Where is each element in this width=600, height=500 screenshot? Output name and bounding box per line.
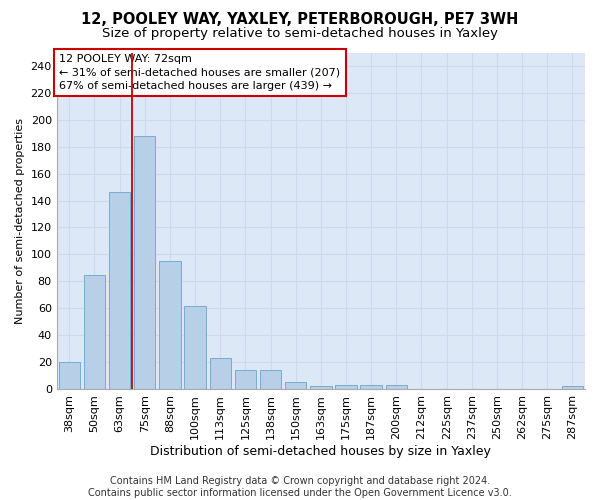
Text: Size of property relative to semi-detached houses in Yaxley: Size of property relative to semi-detach… — [102, 28, 498, 40]
Y-axis label: Number of semi-detached properties: Number of semi-detached properties — [15, 118, 25, 324]
Bar — [335, 385, 356, 389]
Bar — [59, 362, 80, 389]
Text: 12, POOLEY WAY, YAXLEY, PETERBOROUGH, PE7 3WH: 12, POOLEY WAY, YAXLEY, PETERBOROUGH, PE… — [82, 12, 518, 28]
Text: 12 POOLEY WAY: 72sqm
← 31% of semi-detached houses are smaller (207)
67% of semi: 12 POOLEY WAY: 72sqm ← 31% of semi-detac… — [59, 54, 340, 90]
Bar — [386, 385, 407, 389]
Bar — [109, 192, 130, 389]
Bar — [209, 358, 231, 389]
Bar — [84, 274, 105, 389]
Bar — [361, 385, 382, 389]
Bar — [134, 136, 155, 389]
Bar — [285, 382, 307, 389]
Text: Contains HM Land Registry data © Crown copyright and database right 2024.
Contai: Contains HM Land Registry data © Crown c… — [88, 476, 512, 498]
Bar — [310, 386, 332, 389]
X-axis label: Distribution of semi-detached houses by size in Yaxley: Distribution of semi-detached houses by … — [151, 444, 491, 458]
Bar — [159, 261, 181, 389]
Bar — [260, 370, 281, 389]
Bar — [562, 386, 583, 389]
Bar — [235, 370, 256, 389]
Bar — [184, 306, 206, 389]
